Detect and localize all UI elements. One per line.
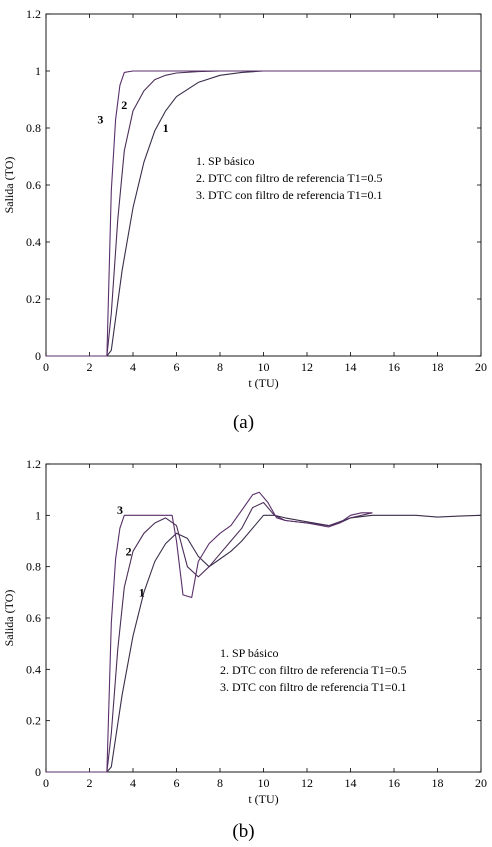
x-tick-label: 20 <box>475 776 487 790</box>
legend-entry-1: 1. SP básico <box>196 154 255 168</box>
y-tick-label: 1 <box>35 508 41 522</box>
series-label-2: 2 <box>121 98 127 112</box>
x-tick-label: 0 <box>43 776 49 790</box>
series-line-2 <box>46 70 481 357</box>
y-tick-label: 0.8 <box>26 121 41 135</box>
x-tick-label: 8 <box>217 360 223 374</box>
x-tick-label: 18 <box>432 360 444 374</box>
y-tick-label: 0 <box>35 349 41 363</box>
y-tick-label: 1.2 <box>26 457 41 471</box>
x-tick-label: 10 <box>258 776 270 790</box>
x-tick-label: 8 <box>217 776 223 790</box>
y-tick-label: 0 <box>35 765 41 779</box>
y-tick-label: 0.4 <box>26 235 41 249</box>
x-tick-label: 0 <box>43 360 49 374</box>
y-tick-label: 0.2 <box>26 292 41 306</box>
series-line-3 <box>46 491 373 773</box>
series-label-2: 2 <box>126 544 132 558</box>
chart-caption: (b) <box>232 821 254 842</box>
legend-entry-2: 2. DTC con filtro de referencia T1=0.5 <box>220 663 406 677</box>
x-tick-label: 2 <box>87 776 93 790</box>
y-axis-label: Salida (TO) <box>2 590 16 647</box>
y-tick-label: 1.2 <box>26 7 41 21</box>
x-tick-label: 4 <box>130 360 136 374</box>
x-tick-label: 6 <box>174 360 180 374</box>
x-tick-label: 16 <box>388 776 400 790</box>
chart-caption: (a) <box>233 412 254 433</box>
series-label-1: 1 <box>139 585 145 599</box>
y-tick-label: 1 <box>35 64 41 78</box>
x-tick-label: 2 <box>87 360 93 374</box>
series-line-3 <box>46 70 481 357</box>
x-axis-label: t (TU) <box>248 376 278 390</box>
series-line-1 <box>46 514 482 773</box>
x-tick-label: 14 <box>345 776 357 790</box>
x-tick-label: 12 <box>301 776 313 790</box>
legend-entry-3: 3. DTC con filtro de referencia T1=0.1 <box>220 680 406 694</box>
y-tick-label: 0.4 <box>26 662 41 676</box>
x-tick-label: 10 <box>258 360 270 374</box>
x-tick-label: 14 <box>345 360 357 374</box>
series-label-3: 3 <box>117 503 123 517</box>
legend-entry-1: 1. SP básico <box>220 646 279 660</box>
x-tick-label: 12 <box>301 360 313 374</box>
y-tick-label: 0.8 <box>26 560 41 574</box>
x-axis-label: t (TU) <box>248 792 278 806</box>
y-tick-label: 0.6 <box>26 611 41 625</box>
y-tick-label: 0.2 <box>26 714 41 728</box>
x-tick-label: 4 <box>130 776 136 790</box>
series-label-1: 1 <box>163 121 169 135</box>
x-tick-label: 20 <box>475 360 487 374</box>
y-tick-label: 0.6 <box>26 178 41 192</box>
x-tick-label: 6 <box>174 776 180 790</box>
x-tick-label: 18 <box>432 776 444 790</box>
x-tick-label: 16 <box>388 360 400 374</box>
legend-entry-3: 3. DTC con filtro de referencia T1=0.1 <box>196 188 382 202</box>
legend-entry-2: 2. DTC con filtro de referencia T1=0.5 <box>196 171 382 185</box>
y-axis-label: Salida (TO) <box>2 157 16 214</box>
series-label-3: 3 <box>97 112 103 126</box>
